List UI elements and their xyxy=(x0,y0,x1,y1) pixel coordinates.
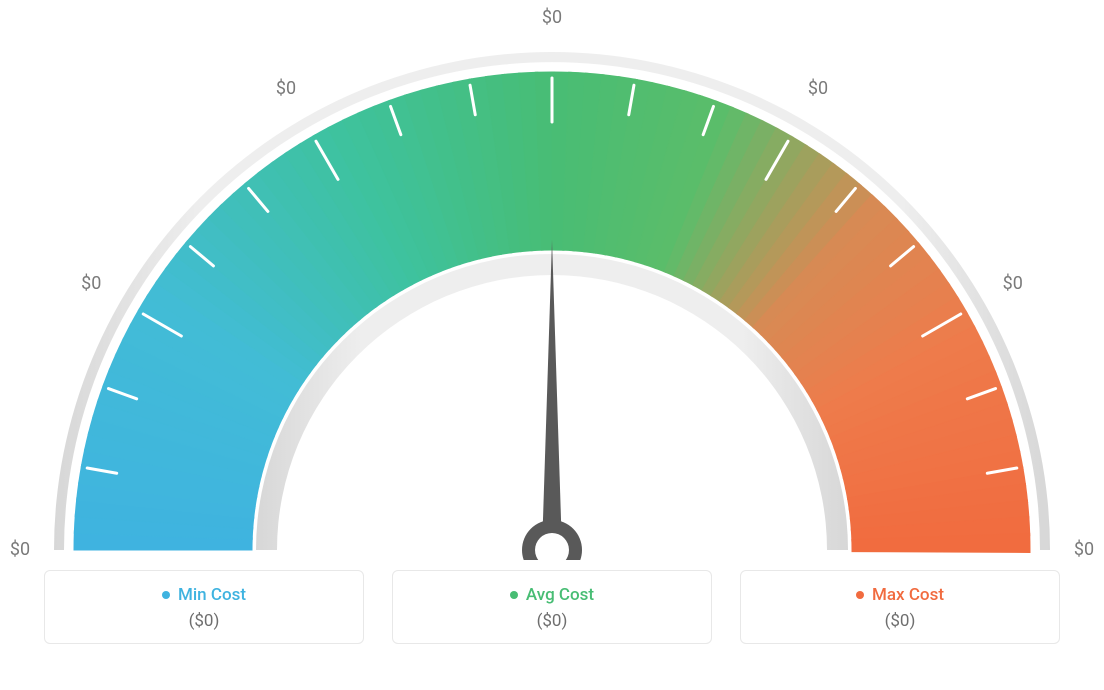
legend-label-avg: Avg Cost xyxy=(526,585,594,605)
gauge-tick-label: $0 xyxy=(1003,273,1023,294)
legend-row: Min Cost ($0) Avg Cost ($0) Max Cost ($0… xyxy=(0,570,1104,644)
gauge-svg: $0 $0 $0 $0 $0 $0 $0 xyxy=(0,0,1104,560)
gauge-chart: $0 $0 $0 $0 $0 $0 $0 xyxy=(0,0,1104,560)
legend-label-min: Min Cost xyxy=(178,585,246,605)
legend-dot-max xyxy=(856,591,864,599)
legend-card-avg: Avg Cost ($0) xyxy=(392,570,712,644)
legend-label-max: Max Cost xyxy=(872,585,944,605)
legend-value-max: ($0) xyxy=(749,611,1051,631)
legend-value-min: ($0) xyxy=(53,611,355,631)
gauge-tick-label: $0 xyxy=(808,78,828,99)
legend-title-max: Max Cost xyxy=(749,585,1051,605)
legend-title-avg: Avg Cost xyxy=(401,585,703,605)
legend-card-max: Max Cost ($0) xyxy=(740,570,1060,644)
legend-title-min: Min Cost xyxy=(53,585,355,605)
gauge-tick-label: $0 xyxy=(1074,539,1094,560)
gauge-tick-label: $0 xyxy=(81,273,101,294)
legend-dot-avg xyxy=(510,591,518,599)
legend-dot-min xyxy=(162,591,170,599)
gauge-tick-label: $0 xyxy=(542,7,562,28)
legend-value-avg: ($0) xyxy=(401,611,703,631)
gauge-tick-label: $0 xyxy=(10,539,30,560)
gauge-tick-label: $0 xyxy=(276,78,296,99)
legend-card-min: Min Cost ($0) xyxy=(44,570,364,644)
